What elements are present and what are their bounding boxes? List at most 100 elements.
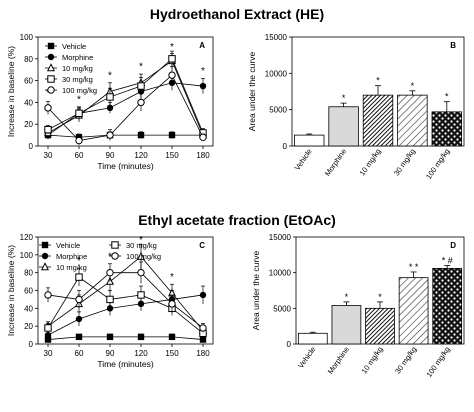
significance-mark: * [108, 70, 112, 81]
data-point [168, 333, 176, 341]
y-tick-label: 100 [20, 33, 34, 42]
significance-mark: * [342, 93, 346, 103]
y-tick-label: 20 [24, 322, 33, 331]
x-tick-label: 150 [165, 151, 179, 160]
x-tick-label: 60 [75, 349, 84, 358]
data-point [136, 251, 146, 260]
legend: Vehicle Morphine 10 mg/kg 30 mg/kg 100 mg/kg [45, 42, 97, 95]
x-tick-label: 90 [106, 349, 115, 358]
series-vehicle [44, 131, 207, 141]
bar [328, 106, 359, 147]
legend-label: 30 mg/kg [62, 75, 93, 84]
data-point [106, 268, 114, 277]
category-label: 100 mg/kg [424, 345, 451, 379]
series-line [47, 294, 204, 336]
data-point [168, 55, 176, 63]
panel-label: B [450, 41, 456, 50]
bar [397, 94, 428, 147]
y-axis-label: Increase in baseline (%) [6, 245, 16, 336]
legend-label: 30 mg/kg [126, 241, 157, 250]
legend-marker [46, 63, 56, 72]
x-tick-label: 120 [134, 349, 148, 358]
significance-mark: * [108, 251, 112, 262]
legend-marker [111, 252, 119, 260]
legend-label: Morphine [62, 53, 93, 62]
data-point [75, 273, 83, 281]
data-point [168, 300, 176, 308]
bar [362, 94, 394, 147]
data-point [44, 336, 52, 343]
panel-label: C [199, 241, 205, 250]
significance-mark: * * [409, 262, 419, 272]
legend-label: Morphine [56, 252, 87, 261]
y-tick-label: 15000 [269, 233, 292, 242]
data-point [199, 324, 207, 332]
significance-mark: * [77, 94, 81, 105]
significance-mark: * [376, 76, 380, 86]
series-100-mg-kg [44, 66, 207, 145]
significance-mark: * [77, 256, 81, 267]
data-point [137, 291, 145, 299]
significance-mark: * [378, 292, 382, 302]
legend-label: 100 mg/kg [126, 252, 161, 261]
panel-label: D [450, 241, 456, 250]
legend: Vehicle Morphine 10 mg/kg 30 mg/kg 100 mg/kg [39, 241, 161, 272]
category-label: 30 mg/kg [392, 147, 417, 177]
y-tick-label: 0 [29, 142, 34, 151]
y-axis-label: Area under the curve [251, 251, 261, 331]
significance-mark: * # [442, 256, 453, 266]
series-30-mg-kg [44, 267, 207, 338]
data-point [137, 98, 145, 107]
x-tick-label: 150 [165, 349, 179, 358]
data-point [44, 291, 52, 299]
category-label: Morphine [326, 345, 351, 376]
x-tick-label: 180 [196, 151, 210, 160]
data-point [106, 295, 114, 304]
y-tick-label: 100 [20, 251, 34, 260]
data-point [137, 268, 145, 277]
significance-mark: * [139, 235, 143, 246]
legend-marker [47, 53, 55, 61]
data-point [75, 109, 83, 117]
data-point [199, 291, 207, 299]
y-tick-label: 40 [24, 98, 33, 107]
y-tick-label: 5000 [269, 106, 287, 115]
y-tick-label: 5000 [273, 304, 291, 313]
y-tick-label: 15000 [265, 33, 288, 42]
data-point [75, 136, 83, 145]
y-axis-label: Increase in baseline (%) [6, 46, 16, 137]
x-tick-label: 30 [44, 349, 53, 358]
data-point [75, 295, 83, 304]
y-tick-label: 10000 [269, 269, 292, 278]
line-chart-panel-a: 0 20 40 60 80 100 30 60 90 120 150 180 Time (minutes… [6, 33, 214, 171]
data-point [137, 333, 145, 341]
category-label: 100 mg/kg [424, 147, 451, 181]
legend-marker [41, 252, 49, 260]
data-point [106, 333, 114, 341]
bar [431, 111, 462, 147]
series-line [47, 134, 203, 138]
legend-marker [40, 262, 50, 271]
bar [432, 267, 463, 345]
x-tick-label: 60 [75, 151, 84, 160]
bar [297, 332, 328, 345]
category-label: 30 mg/kg [393, 345, 418, 375]
panel-label: A [199, 41, 205, 50]
data-point [168, 131, 176, 139]
data-point [75, 315, 83, 323]
y-tick-label: 0 [29, 340, 34, 349]
legend-label: 100 mg/kg [62, 86, 97, 95]
legend-label: 10 mg/kg [56, 263, 87, 272]
bar-chart-panel-b: 0 5000 10000 15000 Area under the curve B Vehi… [247, 33, 465, 181]
x-axis-label: Time (minutes) [97, 161, 154, 171]
series-line [47, 336, 204, 340]
data-point [44, 104, 52, 112]
legend-marker [111, 241, 119, 249]
y-tick-label: 60 [24, 77, 33, 86]
y-tick-label: 20 [24, 120, 33, 129]
bar [331, 305, 362, 345]
x-tick-label: 30 [44, 151, 53, 160]
x-tick-label: 180 [196, 349, 210, 358]
data-point [137, 82, 145, 90]
